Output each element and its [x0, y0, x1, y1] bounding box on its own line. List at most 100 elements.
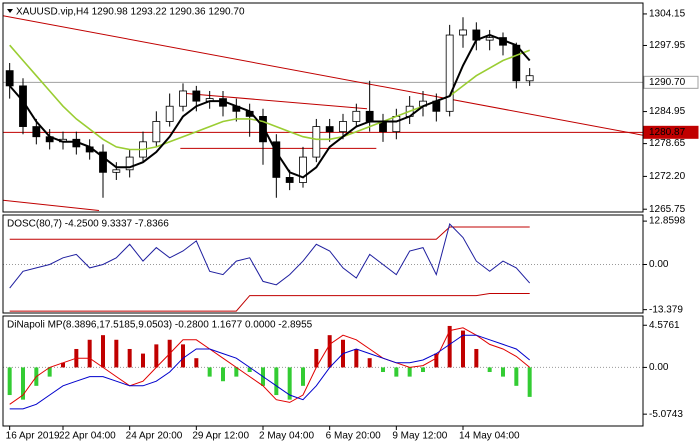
- histogram-bar: [21, 367, 25, 400]
- histogram-bar: [367, 358, 372, 368]
- plot-area: [3, 223, 643, 312]
- histogram-bar: [301, 367, 305, 386]
- candle-body: [392, 115, 401, 133]
- candle-body: [285, 177, 294, 183]
- y-tick-label: 1284.95: [649, 106, 686, 117]
- candle-body: [152, 121, 161, 143]
- panel: 4.5761 0.00 -5.0743 DiNapoli MP(8.3896,17.5…: [2, 315, 683, 427]
- histogram-bar: [527, 367, 532, 397]
- candle-body: [192, 90, 201, 102]
- candle-body: [445, 34, 454, 112]
- histogram-bar: [501, 367, 505, 377]
- indicator-line: [9, 226, 530, 240]
- histogram-bar: [141, 353, 145, 368]
- menu-icon: [7, 9, 13, 13]
- histogram-bar: [354, 348, 359, 368]
- histogram-bar: [221, 367, 225, 382]
- histogram-bar: [87, 339, 92, 368]
- candle-body: [112, 169, 121, 173]
- candle-body: [5, 70, 14, 87]
- plot-area: [3, 15, 643, 211]
- panel-frame: [2, 214, 644, 314]
- plot-area: [3, 325, 643, 410]
- histogram-bar: [234, 367, 239, 377]
- histogram-bar: [154, 344, 159, 368]
- x-tick-label: 22 Apr 04:00: [59, 431, 116, 442]
- y-tick-label: 1278.65: [649, 138, 686, 149]
- histogram-bar: [487, 367, 492, 373]
- panel-title: XAUUSD.vip,H4 1290.98 1293.22 1290.36 12…: [16, 7, 245, 18]
- histogram-bar: [394, 367, 399, 377]
- x-tick-label: 14 May 04:00: [459, 431, 520, 442]
- y-tick-label: -13.379: [649, 304, 683, 315]
- y-tick-label: 0.00: [649, 259, 669, 270]
- histogram-bar: [61, 362, 65, 368]
- trend-line: [180, 92, 368, 110]
- histogram-bar: [274, 367, 279, 396]
- x-tick-label: 24 Apr 20:00: [126, 431, 183, 442]
- histogram-bar: [247, 367, 252, 373]
- trend-line: [3, 15, 643, 136]
- panel-frame: [2, 315, 644, 427]
- panel-title: DiNapoli MP(8.3896,17.5185,9.0503) -0.28…: [7, 320, 313, 331]
- candle-body: [299, 156, 307, 183]
- x-tick-label: 2 May 04:00: [259, 431, 314, 442]
- x-tick-label: 29 Apr 12:00: [192, 431, 249, 442]
- candle-body: [512, 44, 521, 82]
- indicator-line: [9, 334, 531, 410]
- histogram-bar: [127, 348, 132, 368]
- candle-body: [525, 75, 534, 82]
- y-tick-label: -5.0743: [649, 409, 683, 420]
- price-label-box: [643, 125, 699, 139]
- price-label-box: [643, 75, 699, 89]
- indicator-line: [9, 293, 530, 312]
- panel-title: DOSC(80,7) -4.2500 9.3337 -7.8366: [7, 219, 169, 230]
- histogram-bar: [434, 353, 439, 368]
- x-tick-label: 6 May 20:00: [326, 431, 381, 442]
- histogram-bar: [447, 325, 452, 368]
- y-tick-label: 1265.75: [649, 204, 686, 215]
- histogram-bar: [7, 367, 12, 396]
- candle-body: [459, 29, 467, 36]
- histogram-bar: [474, 348, 479, 368]
- candle-body: [365, 110, 374, 122]
- y-tick-label: 12.8598: [649, 216, 686, 227]
- histogram-bar: [461, 330, 465, 368]
- histogram-bar: [287, 367, 292, 400]
- candle-body: [125, 156, 134, 171]
- candle-body: [485, 37, 494, 41]
- y-tick-label: 0.00: [649, 362, 669, 373]
- price-label: 1290.70: [649, 77, 686, 88]
- candle-body: [325, 126, 334, 133]
- indicator-line: [9, 327, 531, 405]
- candle-body: [312, 126, 321, 158]
- candle-body: [339, 121, 347, 133]
- x-tick-label: 16 Apr 2019: [6, 431, 60, 442]
- y-tick-label: 4.5761: [649, 320, 680, 331]
- histogram-bar: [314, 348, 319, 368]
- histogram-bar: [114, 339, 119, 368]
- y-tick-label: 1297.95: [649, 40, 686, 51]
- histogram-bar: [207, 367, 212, 377]
- x-tick-label: 9 May 12:00: [392, 431, 447, 442]
- candle-body: [352, 110, 361, 122]
- trend-line: [3, 199, 100, 211]
- candle-body: [99, 151, 107, 173]
- y-tick-label: 1304.15: [649, 9, 686, 20]
- histogram-bar: [407, 367, 412, 377]
- moving-average: [8, 33, 531, 179]
- histogram-bar: [101, 335, 105, 368]
- histogram-bar: [381, 367, 385, 373]
- y-tick-label: 1272.20: [649, 171, 686, 182]
- price-label: 1280.87: [649, 127, 686, 138]
- panel: 12.8598 0.00 -13.379 DOSC(80,7) -4.2500 9.3…: [2, 214, 686, 315]
- candle-body: [259, 115, 267, 143]
- histogram-bar: [194, 358, 199, 368]
- candle-body: [32, 126, 41, 138]
- histogram-bar: [514, 367, 519, 386]
- candle-body: [165, 105, 174, 122]
- histogram-bar: [181, 344, 185, 368]
- panel: 1304.15 1297.95 1284.95 1278.65 1272.20 1265.…: [2, 2, 699, 215]
